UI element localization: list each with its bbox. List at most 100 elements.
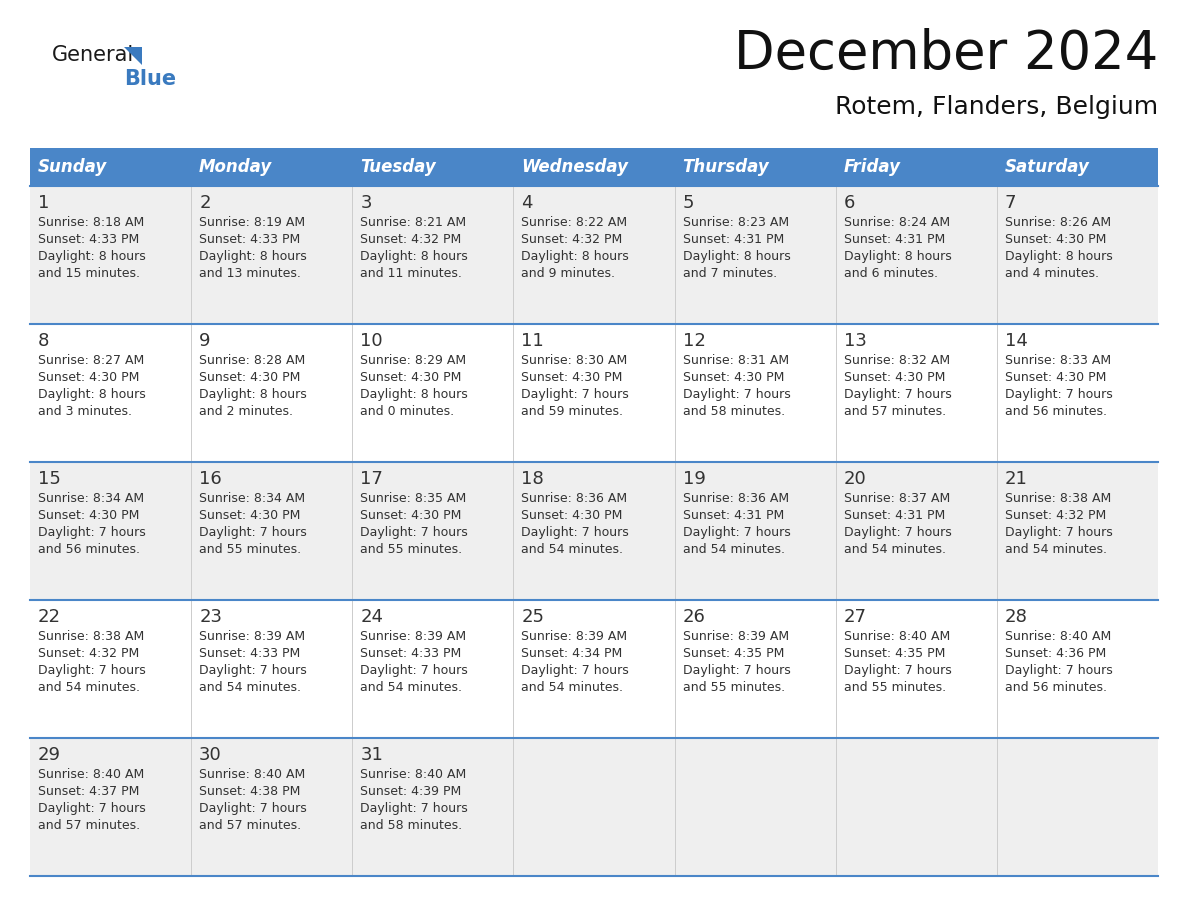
Text: and 55 minutes.: and 55 minutes. (360, 543, 462, 556)
Text: Daylight: 8 hours: Daylight: 8 hours (200, 388, 307, 401)
Text: Sunrise: 8:39 AM: Sunrise: 8:39 AM (683, 630, 789, 643)
Text: and 11 minutes.: and 11 minutes. (360, 267, 462, 280)
Text: Daylight: 7 hours: Daylight: 7 hours (200, 664, 307, 677)
Text: Sunrise: 8:36 AM: Sunrise: 8:36 AM (683, 492, 789, 505)
Text: Daylight: 7 hours: Daylight: 7 hours (843, 526, 952, 539)
Text: and 7 minutes.: and 7 minutes. (683, 267, 777, 280)
Text: 1: 1 (38, 194, 50, 212)
Text: Daylight: 7 hours: Daylight: 7 hours (683, 664, 790, 677)
Text: Sunset: 4:30 PM: Sunset: 4:30 PM (683, 371, 784, 384)
Text: and 2 minutes.: and 2 minutes. (200, 405, 293, 418)
Bar (30, 738, 1158, 876)
Text: Sunset: 4:33 PM: Sunset: 4:33 PM (38, 233, 139, 246)
Text: 25: 25 (522, 608, 544, 626)
Text: Daylight: 8 hours: Daylight: 8 hours (683, 250, 790, 263)
Text: Sunset: 4:30 PM: Sunset: 4:30 PM (360, 371, 462, 384)
Text: Daylight: 7 hours: Daylight: 7 hours (683, 388, 790, 401)
Text: Daylight: 8 hours: Daylight: 8 hours (360, 250, 468, 263)
Text: Sunrise: 8:32 AM: Sunrise: 8:32 AM (843, 354, 950, 367)
Text: Sunset: 4:33 PM: Sunset: 4:33 PM (200, 647, 301, 660)
Text: Sunrise: 8:34 AM: Sunrise: 8:34 AM (200, 492, 305, 505)
Text: Sunrise: 8:28 AM: Sunrise: 8:28 AM (200, 354, 305, 367)
Text: Sunrise: 8:40 AM: Sunrise: 8:40 AM (843, 630, 950, 643)
Text: Sunrise: 8:37 AM: Sunrise: 8:37 AM (843, 492, 950, 505)
Text: Daylight: 8 hours: Daylight: 8 hours (522, 250, 630, 263)
Text: Sunrise: 8:33 AM: Sunrise: 8:33 AM (1005, 354, 1111, 367)
Text: 9: 9 (200, 332, 210, 350)
Text: Sunrise: 8:40 AM: Sunrise: 8:40 AM (1005, 630, 1111, 643)
Text: and 58 minutes.: and 58 minutes. (360, 819, 462, 832)
Text: 8: 8 (38, 332, 50, 350)
Text: Daylight: 7 hours: Daylight: 7 hours (522, 388, 630, 401)
Text: Sunset: 4:35 PM: Sunset: 4:35 PM (683, 647, 784, 660)
Text: and 54 minutes.: and 54 minutes. (683, 543, 784, 556)
Text: 6: 6 (843, 194, 855, 212)
Text: Sunset: 4:30 PM: Sunset: 4:30 PM (38, 371, 139, 384)
Text: Rotem, Flanders, Belgium: Rotem, Flanders, Belgium (835, 95, 1158, 119)
Text: and 57 minutes.: and 57 minutes. (200, 819, 302, 832)
Text: Daylight: 7 hours: Daylight: 7 hours (1005, 526, 1113, 539)
Text: 24: 24 (360, 608, 384, 626)
Text: Daylight: 8 hours: Daylight: 8 hours (1005, 250, 1113, 263)
Text: Daylight: 7 hours: Daylight: 7 hours (360, 802, 468, 815)
Text: 30: 30 (200, 746, 222, 764)
Text: Sunset: 4:37 PM: Sunset: 4:37 PM (38, 785, 139, 798)
Text: Thursday: Thursday (683, 158, 770, 176)
Text: Daylight: 7 hours: Daylight: 7 hours (522, 526, 630, 539)
Text: Sunrise: 8:22 AM: Sunrise: 8:22 AM (522, 216, 627, 229)
Text: Daylight: 8 hours: Daylight: 8 hours (38, 388, 146, 401)
Bar (30, 600, 1158, 738)
Text: 26: 26 (683, 608, 706, 626)
Text: Blue: Blue (124, 69, 176, 89)
Text: Sunrise: 8:18 AM: Sunrise: 8:18 AM (38, 216, 144, 229)
Text: 29: 29 (38, 746, 61, 764)
Text: 5: 5 (683, 194, 694, 212)
Text: Sunset: 4:30 PM: Sunset: 4:30 PM (522, 371, 623, 384)
Text: and 54 minutes.: and 54 minutes. (522, 681, 624, 694)
Text: Daylight: 7 hours: Daylight: 7 hours (38, 526, 146, 539)
Text: Sunrise: 8:19 AM: Sunrise: 8:19 AM (200, 216, 305, 229)
Text: Sunset: 4:30 PM: Sunset: 4:30 PM (200, 371, 301, 384)
Text: Monday: Monday (200, 158, 272, 176)
Text: Sunrise: 8:27 AM: Sunrise: 8:27 AM (38, 354, 144, 367)
Text: Sunset: 4:32 PM: Sunset: 4:32 PM (1005, 509, 1106, 522)
Text: Daylight: 7 hours: Daylight: 7 hours (843, 664, 952, 677)
Text: 11: 11 (522, 332, 544, 350)
Text: Wednesday: Wednesday (522, 158, 628, 176)
Text: Daylight: 7 hours: Daylight: 7 hours (38, 664, 146, 677)
Text: Sunrise: 8:39 AM: Sunrise: 8:39 AM (522, 630, 627, 643)
Text: 21: 21 (1005, 470, 1028, 488)
Text: Tuesday: Tuesday (360, 158, 436, 176)
Text: 17: 17 (360, 470, 384, 488)
Text: and 54 minutes.: and 54 minutes. (843, 543, 946, 556)
Text: December 2024: December 2024 (734, 28, 1158, 80)
Text: Sunrise: 8:38 AM: Sunrise: 8:38 AM (1005, 492, 1111, 505)
Text: and 54 minutes.: and 54 minutes. (200, 681, 301, 694)
Text: Sunset: 4:32 PM: Sunset: 4:32 PM (360, 233, 461, 246)
Text: and 57 minutes.: and 57 minutes. (38, 819, 140, 832)
Text: and 55 minutes.: and 55 minutes. (683, 681, 785, 694)
Text: and 54 minutes.: and 54 minutes. (38, 681, 140, 694)
Text: Sunset: 4:32 PM: Sunset: 4:32 PM (38, 647, 139, 660)
Text: and 54 minutes.: and 54 minutes. (522, 543, 624, 556)
Text: 10: 10 (360, 332, 383, 350)
Bar (191, 148, 353, 186)
Text: Daylight: 7 hours: Daylight: 7 hours (360, 526, 468, 539)
Text: and 59 minutes.: and 59 minutes. (522, 405, 624, 418)
Text: 2: 2 (200, 194, 210, 212)
Text: Daylight: 8 hours: Daylight: 8 hours (38, 250, 146, 263)
Text: 31: 31 (360, 746, 384, 764)
Text: Sunset: 4:34 PM: Sunset: 4:34 PM (522, 647, 623, 660)
Text: Sunrise: 8:40 AM: Sunrise: 8:40 AM (360, 768, 467, 781)
Text: Sunday: Sunday (38, 158, 107, 176)
Text: 16: 16 (200, 470, 222, 488)
Text: Sunset: 4:30 PM: Sunset: 4:30 PM (843, 371, 946, 384)
Text: Daylight: 7 hours: Daylight: 7 hours (843, 388, 952, 401)
Text: Sunset: 4:30 PM: Sunset: 4:30 PM (360, 509, 462, 522)
Text: Daylight: 8 hours: Daylight: 8 hours (360, 388, 468, 401)
Text: 23: 23 (200, 608, 222, 626)
Text: Sunrise: 8:29 AM: Sunrise: 8:29 AM (360, 354, 467, 367)
Text: and 9 minutes.: and 9 minutes. (522, 267, 615, 280)
Bar (513, 148, 675, 186)
Bar (675, 148, 835, 186)
